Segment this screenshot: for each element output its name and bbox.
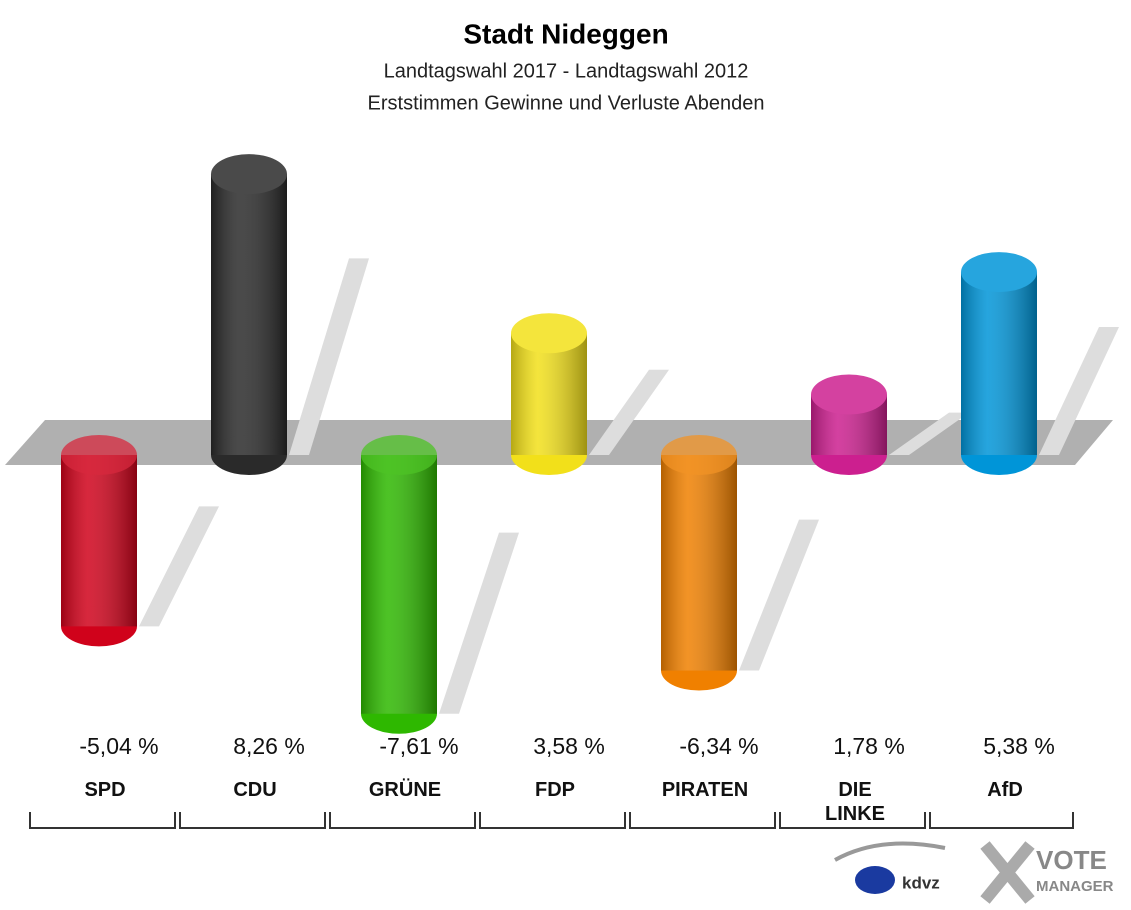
chart-subtitle: Erststimmen Gewinne und Verluste Abenden — [368, 92, 765, 114]
bar-shade — [661, 455, 737, 671]
brackets — [29, 812, 1074, 829]
bar-top — [61, 435, 137, 475]
logo-text: MANAGER — [1036, 878, 1114, 895]
bar-shade — [961, 272, 1037, 455]
bar-shade — [361, 455, 437, 714]
bar-shadow — [739, 519, 819, 671]
bar-top — [661, 435, 737, 475]
bar — [211, 154, 287, 475]
chart-title: Stadt Nideggen — [463, 18, 668, 49]
logo-text: VOTE — [1036, 845, 1107, 875]
bracket-lines — [29, 812, 1074, 829]
bar-shadow — [589, 369, 669, 455]
bar-top — [361, 435, 437, 475]
bar-shade — [61, 455, 137, 627]
x-tick-label: FDP — [535, 779, 575, 801]
x-tick-label: SPD — [84, 779, 126, 801]
bar-shadow — [1039, 326, 1119, 455]
x-tick-label: DIE LINKE — [825, 779, 885, 825]
logo-swoosh — [834, 841, 946, 862]
value-label: -6,34 % — [679, 733, 759, 759]
value-label: 8,26 % — [233, 733, 305, 759]
bar — [811, 374, 887, 475]
x-tick-label: AfD — [987, 779, 1023, 801]
bar-top — [511, 313, 587, 354]
bar-shade — [211, 174, 287, 455]
bar-top — [961, 252, 1037, 293]
logo-text: kdvz — [902, 873, 940, 892]
value-label: 5,38 % — [983, 733, 1055, 759]
bar — [511, 313, 587, 475]
x-tick-label: GRÜNE — [368, 779, 442, 801]
bar — [961, 252, 1037, 475]
bars — [61, 154, 1119, 734]
value-label: 3,58 % — [533, 733, 605, 759]
bar — [61, 435, 137, 647]
bar-shadow — [139, 506, 219, 627]
bar-shade — [511, 333, 587, 455]
bar-shadow — [889, 412, 969, 455]
bar — [661, 435, 737, 691]
x-tick-label: PIRATEN — [661, 779, 749, 801]
chart-subtitle: Landtagswahl 2017 - Landtagswahl 2012 — [384, 60, 749, 82]
bar-top — [811, 374, 887, 415]
x-tick-label: CDU — [233, 779, 277, 801]
logo-ball — [855, 866, 895, 894]
bar — [361, 435, 437, 734]
value-label: 1,78 % — [833, 733, 905, 759]
bar-shadow — [289, 258, 369, 455]
value-label: -7,61 % — [379, 733, 459, 759]
logo-x — [980, 841, 1035, 904]
value-label: -5,04 % — [79, 733, 159, 759]
bar-top — [211, 154, 287, 195]
bar-shadow — [439, 532, 519, 714]
